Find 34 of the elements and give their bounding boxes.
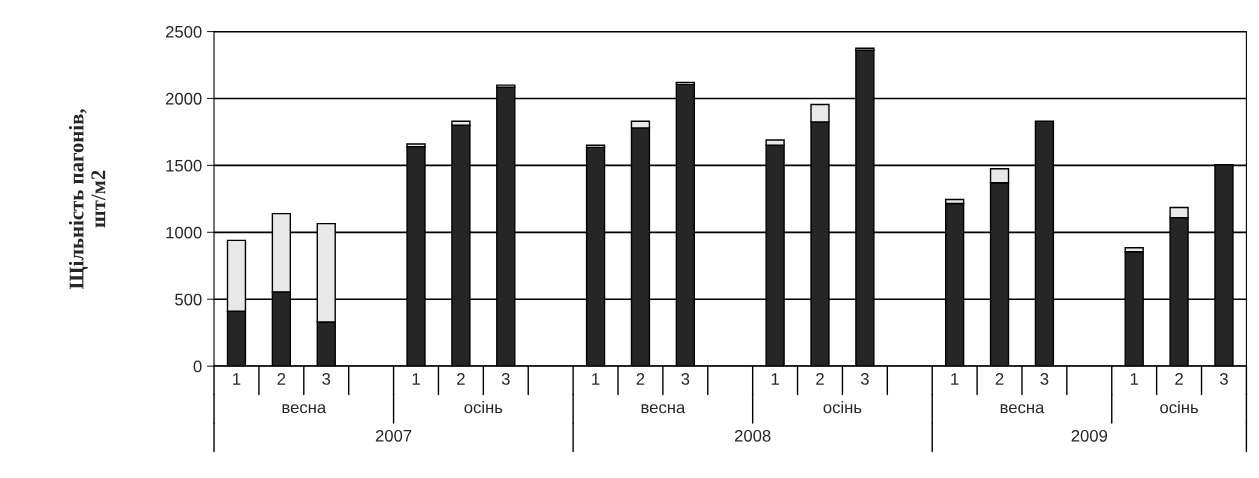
x-tick-label: 2 [277,373,286,385]
x-tick-label: 2 [995,373,1004,385]
x-tick-label: 2 [816,373,824,385]
y-tick-label: 2000 [165,92,202,105]
text: осінь [823,401,862,414]
x-tick-label: 1 [233,373,241,385]
x-tick-label: 2 [1175,373,1183,385]
x-tick-label: 3 [501,373,510,385]
x-tick-label: 2 [457,373,465,385]
x-tick-label: 3 [1040,373,1049,385]
x-tick-label: 3 [322,373,331,385]
x-tick-label: 1 [771,373,779,385]
x-tick-label: 1 [592,373,600,385]
y-tick-label: 500 [175,293,202,306]
y-tick-label: 1500 [166,159,202,172]
text: осінь [464,401,503,414]
text: весна [1000,404,1045,414]
y-axis-title: Щільність пагонів, шт/м2 [68,109,106,289]
text: осінь [1160,401,1198,414]
y-tick-label: 0 [193,360,202,373]
x-tick-label: 1 [951,373,959,385]
text: весна [282,404,327,414]
x-tick-label: 3 [681,373,690,385]
text: 2008 [734,429,771,442]
x-tick-label: 2 [636,373,645,385]
text: 2007 [375,429,412,442]
text: весна [641,404,686,414]
text: 2009 [1071,429,1108,442]
x-tick-label: 3 [1219,373,1228,385]
y-tick-label: 2500 [165,25,202,38]
x-tick-label: 1 [412,373,420,385]
y-tick-label: 1000 [166,226,202,239]
x-tick-label: 1 [1130,373,1139,385]
x-tick-label: 3 [860,373,869,385]
